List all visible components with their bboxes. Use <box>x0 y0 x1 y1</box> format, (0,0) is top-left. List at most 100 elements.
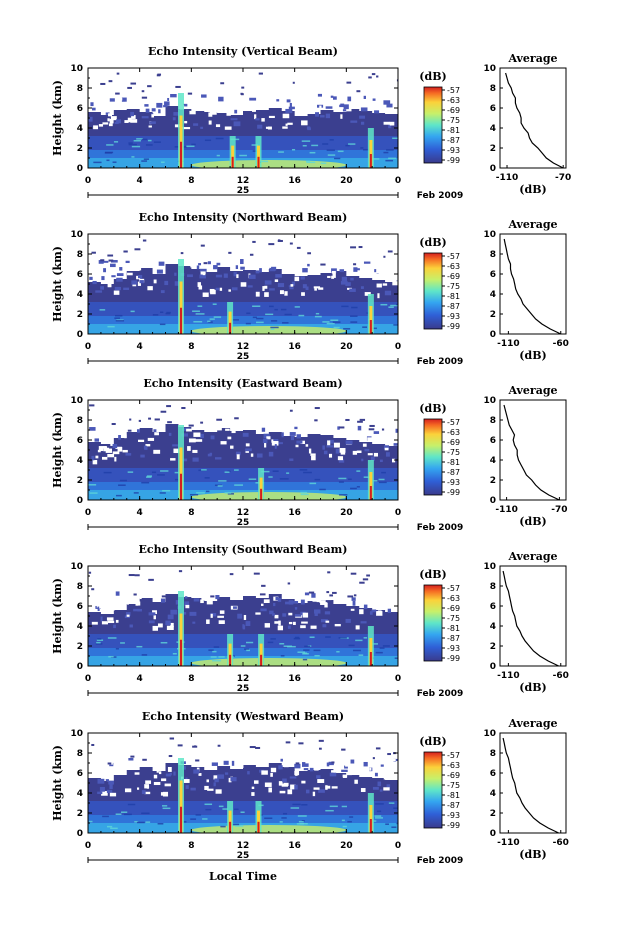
echo-speckle <box>115 446 122 449</box>
echo-speckle <box>345 618 351 623</box>
echo-speckle <box>370 456 375 461</box>
echo-speckle-low <box>394 657 398 659</box>
echo-speckle <box>134 772 140 775</box>
echo-speckle <box>125 612 131 616</box>
echo-speckle-low <box>300 493 309 496</box>
echo-speckle <box>226 105 233 110</box>
echo-speckle <box>385 452 390 457</box>
echo-speckle-low <box>131 145 141 148</box>
echo-speckle <box>304 592 310 596</box>
echo-speckle-low <box>96 639 104 641</box>
echo-speckle-high <box>229 573 234 576</box>
echo-speckle-low <box>338 637 347 639</box>
echo-speckle-low <box>190 818 197 820</box>
echo-speckle <box>269 288 275 291</box>
y-tick-label: 4 <box>77 290 83 300</box>
echo-speckle-low <box>337 150 344 153</box>
average-profile-line <box>503 238 562 335</box>
echo-speckle-high <box>168 755 173 758</box>
echo-speckle <box>296 440 303 444</box>
echo-speckle <box>113 290 120 295</box>
echo-speckle <box>339 103 345 108</box>
echo-speckle <box>200 599 204 604</box>
echo-speckle <box>189 97 196 103</box>
echo-speckle <box>386 784 391 788</box>
echo-speckle-high <box>216 418 223 421</box>
echo-speckle <box>360 427 367 431</box>
colorbar-tick-label: -63 <box>447 594 460 603</box>
echo-speckle-low <box>302 144 307 147</box>
echo-speckle <box>328 430 333 435</box>
echo-speckle-high <box>138 419 142 422</box>
echo-speckle <box>236 274 239 279</box>
echo-speckle <box>376 605 383 609</box>
echo-speckle-high <box>129 418 132 421</box>
echo-speckle-low <box>343 328 351 330</box>
echo-speckle-low <box>292 803 301 806</box>
echo-speckle <box>106 789 113 793</box>
echo-speckle <box>162 791 169 797</box>
echo-speckle <box>94 438 100 442</box>
echo-speckle-low <box>393 324 398 326</box>
echo-speckle <box>266 599 269 603</box>
echo-speckle <box>252 107 256 112</box>
echo-speckle <box>294 614 302 617</box>
echo-speckle <box>310 625 317 629</box>
echo-speckle <box>343 104 349 110</box>
average-y-tick-label: 10 <box>483 230 496 240</box>
colorbar <box>423 418 443 496</box>
plume-peak <box>369 154 372 168</box>
echo-speckle <box>295 767 300 771</box>
echo-speckle-low <box>159 492 166 494</box>
month-label: Feb 2009 <box>417 856 464 866</box>
echo-speckle <box>279 290 284 295</box>
echo-speckle-low <box>269 305 274 308</box>
echo-speckle <box>136 276 139 279</box>
echo-speckle <box>116 277 123 282</box>
plume-peak <box>180 141 182 168</box>
echo-speckle <box>309 767 314 772</box>
echo-speckle-low <box>166 311 171 314</box>
echo-speckle <box>207 453 212 457</box>
echo-speckle-low <box>374 817 383 819</box>
echo-speckle <box>99 786 105 792</box>
echo-speckle <box>282 613 287 617</box>
echo-speckle <box>287 625 291 629</box>
echo-speckle <box>151 108 156 112</box>
echo-speckle <box>253 780 259 784</box>
echo-speckle-low <box>325 636 331 638</box>
colorbar-tick-label: -57 <box>447 86 460 95</box>
echo-speckle <box>234 109 238 114</box>
echo-speckle <box>193 769 200 774</box>
echo-speckle <box>93 125 99 130</box>
echo-speckle <box>384 447 389 451</box>
echo-speckle <box>115 591 120 596</box>
echo-speckle <box>97 449 101 453</box>
echo-speckle-low <box>201 469 207 471</box>
echo-speckle-high <box>362 578 369 581</box>
echo-speckle <box>259 268 262 273</box>
echo-speckle <box>105 446 108 449</box>
average-y-tick-label: 2 <box>490 310 496 320</box>
echo-speckle <box>354 779 358 784</box>
echo-speckle-low <box>297 651 306 653</box>
echo-speckle <box>330 95 334 98</box>
echo-speckle <box>200 105 206 111</box>
echo-speckle <box>284 291 288 296</box>
echo-speckle <box>158 261 165 266</box>
echo-speckle <box>118 434 121 440</box>
date-label: 25 <box>237 186 250 196</box>
echo-speckle-high <box>277 239 281 242</box>
echo-speckle <box>183 779 190 783</box>
echo-speckle-low <box>279 478 289 480</box>
echo-speckle-low <box>234 808 239 811</box>
echo-speckle-low <box>379 647 385 649</box>
average-title: Average <box>507 218 557 231</box>
echo-speckle <box>230 777 237 782</box>
echo-speckle-low <box>385 159 394 162</box>
echo-speckle-low <box>271 320 278 322</box>
echo-speckle <box>153 449 161 454</box>
echo-speckle <box>239 594 243 600</box>
echo-speckle <box>217 615 224 618</box>
average-x-label: (dB) <box>519 349 546 362</box>
